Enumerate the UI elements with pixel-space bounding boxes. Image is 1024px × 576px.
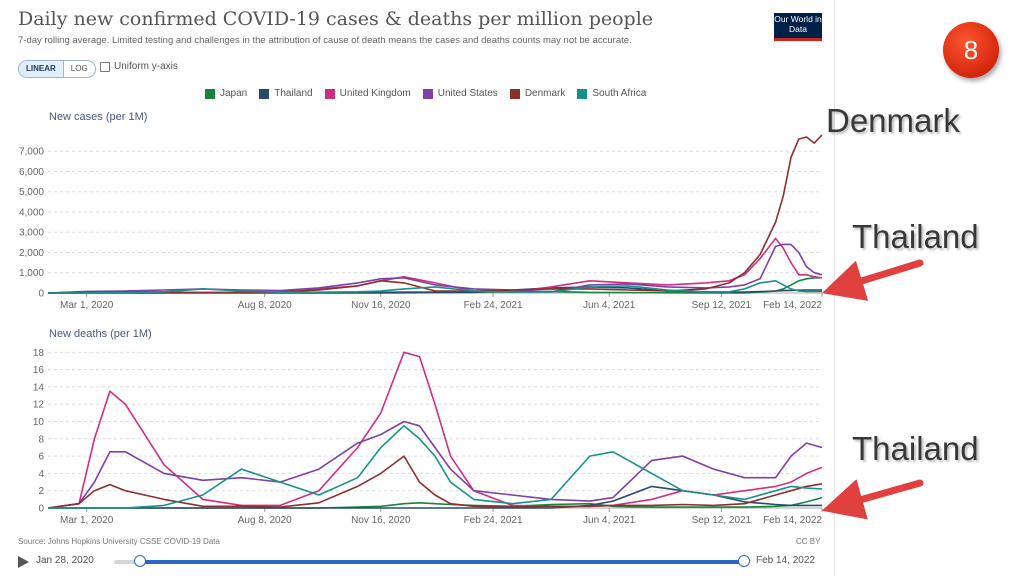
y-tick-label: 2,000 bbox=[19, 248, 44, 259]
legend-swatch bbox=[259, 88, 270, 99]
legend: Japan Thailand United Kingdom United States… bbox=[205, 88, 646, 99]
x-tick-label: Mar 1, 2020 bbox=[60, 515, 114, 526]
linear-button[interactable]: LINEAR bbox=[19, 61, 64, 77]
x-tick-label: Jun 4, 2021 bbox=[583, 300, 636, 311]
x-tick-label: Feb 24, 2021 bbox=[464, 515, 523, 526]
y-tick-label: 4 bbox=[38, 469, 44, 480]
y-tick-label: 12 bbox=[33, 400, 45, 411]
series-line-south-africa bbox=[47, 280, 822, 294]
legend-swatch bbox=[205, 88, 215, 99]
series-line-south-africa bbox=[48, 425, 823, 509]
x-tick-label: Jun 4, 2021 bbox=[583, 515, 636, 526]
y-tick-label: 16 bbox=[33, 365, 45, 376]
x-tick-label: Mar 1, 2020 bbox=[60, 300, 114, 311]
y-tick-label: 2 bbox=[38, 486, 44, 497]
uniform-y-axis-toggle[interactable]: Uniform y-axis bbox=[100, 61, 178, 72]
legend-swatch bbox=[509, 88, 520, 99]
y-tick-label: 0 bbox=[38, 504, 44, 515]
x-tick-label: Nov 16, 2020 bbox=[351, 515, 411, 526]
y-tick-label: 1,000 bbox=[19, 268, 44, 279]
x-tick-label: Sep 12, 2021 bbox=[692, 515, 752, 526]
x-tick-label: Feb 24, 2021 bbox=[464, 300, 523, 311]
cases-panel-title: New cases (per 1M) bbox=[49, 111, 148, 123]
slide-number-badge: 8 bbox=[943, 22, 999, 78]
legend-swatch bbox=[422, 88, 433, 99]
x-tick-label: Nov 16, 2020 bbox=[351, 300, 411, 311]
owid-logo[interactable]: Our World in Data bbox=[774, 13, 822, 41]
legend-item[interactable]: United Kingdom bbox=[324, 88, 411, 99]
cases-chart[interactable]: 0 1,000 2,000 3,000 4,000 5,000 6,000 7,000 Mar … bbox=[0, 125, 834, 315]
x-tick-label: Aug 8, 2020 bbox=[238, 300, 292, 311]
series-line-thailand bbox=[48, 485, 822, 509]
denmark-annotation: Denmark bbox=[826, 102, 960, 139]
y-tick-label: 18 bbox=[33, 348, 45, 359]
checkbox-icon[interactable] bbox=[100, 61, 110, 72]
chart-subtitle: 7-day rolling average. Limited testing a… bbox=[18, 35, 632, 46]
legend-item[interactable]: Thailand bbox=[259, 88, 313, 99]
series-line-united-states bbox=[47, 420, 823, 509]
series-line-united-states bbox=[47, 243, 823, 294]
y-tick-label: 7,000 bbox=[19, 147, 44, 158]
legend-item[interactable]: Japan bbox=[205, 88, 247, 99]
y-tick-label: 8 bbox=[38, 434, 44, 445]
y-tick-label: 0 bbox=[38, 289, 44, 300]
uniform-y-axis-label: Uniform y-axis bbox=[114, 61, 178, 72]
legend-label: Thailand bbox=[274, 88, 313, 99]
log-button[interactable]: LOG bbox=[70, 64, 88, 73]
x-tick-label: Sep 12, 2021 bbox=[692, 300, 752, 311]
arrow-icon bbox=[821, 479, 924, 520]
series-line-denmark bbox=[47, 455, 823, 509]
timeline-start-handle[interactable] bbox=[134, 555, 146, 567]
scale-toggle: LINEAR LOG bbox=[18, 60, 96, 78]
chart-title: Daily new confirmed COVID-19 cases & dea… bbox=[18, 8, 654, 30]
x-tick-label: Aug 8, 2020 bbox=[238, 515, 292, 526]
deaths-panel-title: New deaths (per 1M) bbox=[49, 328, 152, 340]
timeline-start-label: Jan 28, 2020 bbox=[36, 555, 94, 566]
legend-label: Denmark bbox=[524, 88, 566, 99]
legend-swatch bbox=[324, 88, 335, 99]
legend-label: South Africa bbox=[592, 88, 647, 99]
timeline-range-fill bbox=[140, 560, 745, 564]
timeline-end-handle[interactable] bbox=[738, 555, 750, 567]
legend-swatch bbox=[577, 88, 588, 99]
chart-frame: Daily new confirmed COVID-19 cases & dea… bbox=[0, 0, 835, 576]
y-tick-label: 6,000 bbox=[19, 167, 44, 178]
series-line-denmark bbox=[47, 134, 823, 294]
thailand-annotation-cases: Thailand bbox=[852, 218, 979, 255]
play-icon[interactable] bbox=[18, 556, 29, 568]
legend-label: Japan bbox=[220, 88, 248, 99]
arrow-icon bbox=[821, 259, 924, 301]
series-line-united-kingdom bbox=[47, 351, 823, 509]
y-tick-label: 5,000 bbox=[19, 187, 44, 198]
y-tick-label: 3,000 bbox=[19, 228, 44, 239]
timeline: Jan 28, 2020 Feb 14, 2022 bbox=[18, 552, 828, 572]
y-tick-label: 6 bbox=[38, 452, 44, 463]
source-note: Source: Johns Hopkins University CSSE CO… bbox=[18, 537, 220, 546]
x-tick-label: Feb 14, 2022 bbox=[763, 515, 822, 526]
y-tick-label: 14 bbox=[33, 382, 45, 393]
deaths-chart[interactable]: 0 2 4 6 8 10 12 14 16 18 Mar 1, 2020 Aug 8, 2020 Nov… bbox=[0, 340, 834, 530]
timeline-end-label: Feb 14, 2022 bbox=[756, 555, 815, 566]
license-link[interactable]: CC BY bbox=[796, 537, 821, 546]
legend-item[interactable]: United States bbox=[422, 88, 498, 99]
y-tick-label: 4,000 bbox=[19, 207, 44, 218]
legend-label: United States bbox=[437, 88, 498, 99]
y-tick-label: 10 bbox=[33, 417, 45, 428]
thailand-annotation-deaths: Thailand bbox=[852, 430, 979, 467]
legend-item[interactable]: Denmark bbox=[509, 88, 566, 99]
x-tick-label: Feb 14, 2022 bbox=[763, 300, 822, 311]
legend-item[interactable]: South Africa bbox=[577, 88, 646, 99]
legend-label: United Kingdom bbox=[339, 88, 411, 99]
